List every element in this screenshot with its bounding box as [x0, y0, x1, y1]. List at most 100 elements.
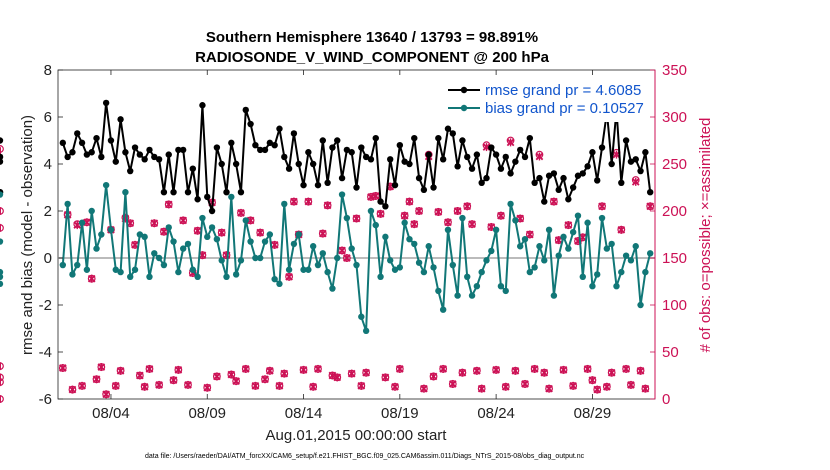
- rmse-point: [155, 156, 163, 163]
- rmse-point: [526, 134, 534, 142]
- bias-point: [608, 240, 615, 248]
- obs-assimilated-point: [174, 365, 183, 374]
- obs-assimilated-point: [400, 211, 409, 220]
- obs-assimilated-point: [391, 382, 399, 391]
- x-tick-label: 08/29: [574, 405, 612, 422]
- bias-point: [0, 238, 4, 245]
- legend-rmse-label: rmse grand pr = 4.6085: [485, 82, 641, 99]
- obs-assimilated-point: [203, 383, 212, 392]
- rmse-point: [266, 139, 274, 147]
- rmse-point: [391, 181, 399, 189]
- rmse-point: [194, 196, 201, 203]
- y-tick-label: -6: [39, 391, 52, 408]
- obs-assimilated-point: [136, 371, 144, 380]
- rmse-point: [358, 144, 365, 151]
- rmse-point: [362, 153, 370, 161]
- rmse-point: [122, 149, 129, 156]
- obs-assimilated-point: [352, 214, 361, 223]
- bias-point: [550, 292, 558, 299]
- obs-assimilated-point: [309, 382, 318, 391]
- bias-point: [536, 243, 543, 250]
- bias-point: [0, 273, 4, 280]
- obs-assimilated-point: [492, 365, 500, 374]
- rmse-point: [314, 181, 322, 189]
- rmse-point: [281, 153, 288, 161]
- rmse-point: [555, 186, 562, 194]
- y-tick-label: -4: [39, 344, 52, 361]
- rmse-point: [521, 153, 529, 161]
- bias-point: [555, 252, 562, 259]
- bias-point: [618, 268, 625, 276]
- bias-point: [391, 266, 399, 273]
- obs-assimilated-point: [371, 191, 380, 200]
- bias-point: [102, 181, 110, 189]
- bias-point: [415, 259, 423, 266]
- obs-possible-point: [0, 395, 4, 403]
- chart-subtitle: RADIOSONDE_V_WIND_COMPONENT @ 200 hPa: [195, 49, 550, 66]
- rmse-point: [367, 156, 375, 163]
- bias-point: [497, 283, 505, 290]
- y2-tick-label: 50: [662, 344, 679, 361]
- bias-point: [589, 283, 596, 290]
- rmse-point: [0, 153, 4, 161]
- bias-point: [179, 245, 187, 252]
- y-tick-label: -2: [39, 297, 52, 314]
- bias-point: [112, 266, 119, 273]
- bias-point: [401, 219, 408, 226]
- rmse-point: [170, 189, 177, 196]
- obs-assimilated-point: [395, 364, 404, 373]
- obs-assimilated-point: [439, 364, 447, 373]
- rmse-point: [464, 153, 471, 161]
- bias-point: [0, 280, 4, 288]
- obs-assimilated-point: [323, 201, 332, 210]
- bias-point: [237, 257, 245, 264]
- obs-assimilated-point: [280, 369, 289, 378]
- rmse-point: [594, 177, 601, 184]
- rmse-point: [59, 139, 67, 147]
- rmse-point: [305, 149, 312, 156]
- bias-point: [266, 231, 274, 238]
- obs-assimilated-point: [270, 240, 279, 249]
- rmse-point: [141, 156, 148, 163]
- rmse-point: [98, 153, 105, 161]
- x-tick-label: 08/14: [285, 405, 323, 422]
- bias-point: [136, 231, 144, 238]
- bias-point: [175, 268, 182, 276]
- bias-point: [425, 243, 432, 250]
- bias-point: [141, 233, 148, 241]
- rmse-point: [232, 160, 240, 168]
- obs-assimilated-point: [285, 272, 293, 281]
- rmse-point: [247, 120, 254, 128]
- rmse-point: [415, 174, 423, 182]
- obs-assimilated-point: [251, 381, 260, 390]
- bias-point: [637, 301, 644, 309]
- obs-assimilated-point: [333, 373, 342, 382]
- bias-point: [285, 266, 293, 273]
- obs-assimilated-point: [598, 202, 606, 211]
- y2-tick-label: 250: [662, 156, 687, 173]
- bias-series: [0, 181, 654, 335]
- obs-assimilated-point: [314, 364, 322, 373]
- bias-point: [78, 219, 86, 226]
- rmse-point: [632, 156, 639, 163]
- rmse-point: [382, 203, 389, 210]
- obs-possible-point: [0, 362, 4, 370]
- obs-assimilated-point: [429, 372, 438, 381]
- obs-assimilated-point: [453, 207, 462, 215]
- bias-point: [338, 191, 346, 198]
- rmse-point: [102, 99, 110, 107]
- bias-point: [574, 212, 582, 219]
- rmse-point: [377, 198, 384, 205]
- rmse-point: [237, 189, 245, 196]
- obs-assimilated-point: [405, 197, 414, 206]
- y2-tick-label: 0: [662, 391, 670, 408]
- bias-point: [627, 257, 635, 264]
- obs-assimilated-point: [506, 138, 515, 147]
- obs-assimilated-point: [266, 366, 274, 375]
- obs-assimilated-point: [448, 379, 457, 388]
- rmse-point: [512, 158, 519, 165]
- obs-assimilated-point: [641, 384, 650, 393]
- bias-point: [406, 236, 413, 243]
- obs-assimilated-point: [569, 381, 577, 390]
- obs-assimilated-point: [362, 368, 370, 377]
